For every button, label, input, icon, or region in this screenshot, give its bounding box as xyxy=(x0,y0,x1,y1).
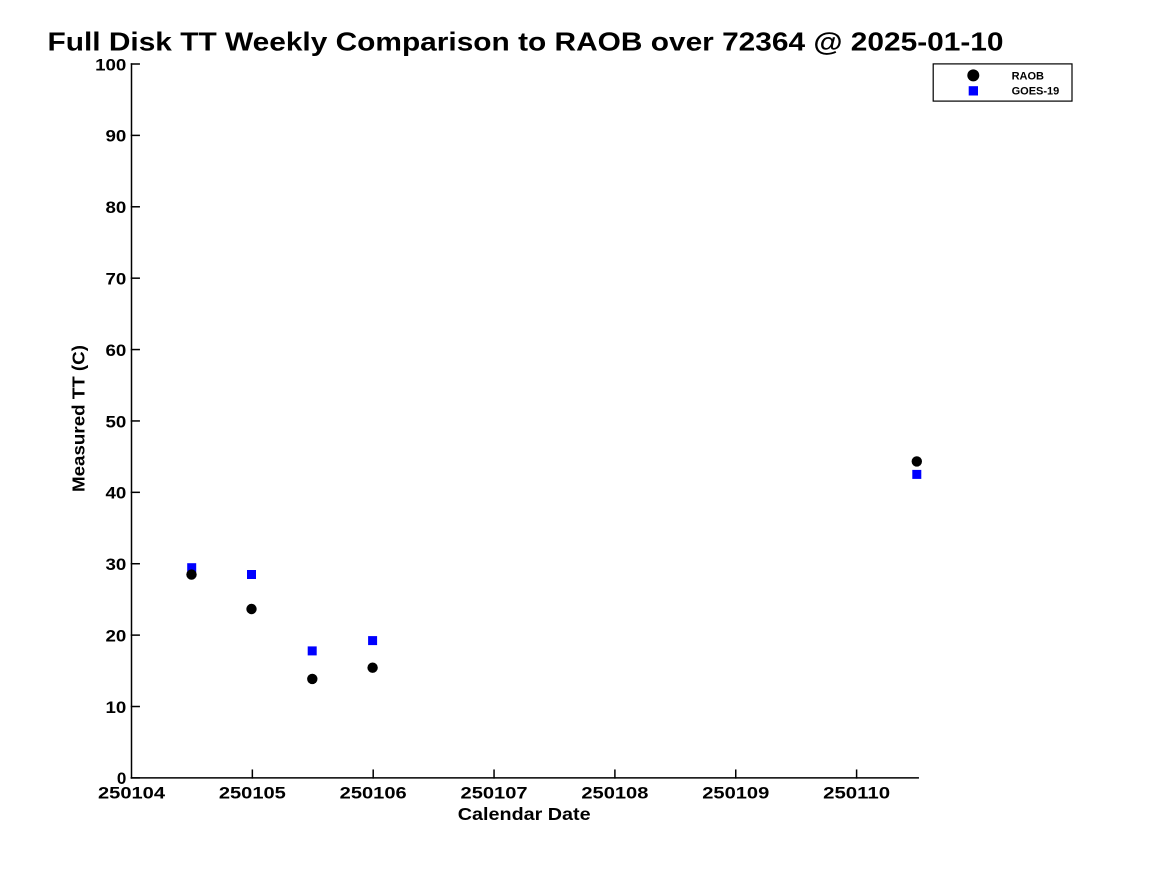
svg-text:10: 10 xyxy=(106,698,127,717)
svg-text:250109: 250109 xyxy=(702,783,769,802)
svg-text:250110: 250110 xyxy=(823,783,890,802)
svg-text:RAOB: RAOB xyxy=(1012,70,1044,82)
svg-text:Measured TT (C): Measured TT (C) xyxy=(69,345,89,492)
svg-text:GOES-19: GOES-19 xyxy=(1012,86,1060,98)
svg-text:80: 80 xyxy=(106,198,127,217)
svg-text:250105: 250105 xyxy=(219,783,286,802)
svg-text:20: 20 xyxy=(106,626,127,645)
svg-text:250107: 250107 xyxy=(461,783,528,802)
svg-text:Calendar Date: Calendar Date xyxy=(458,804,591,824)
svg-text:Full Disk TT Weekly Comparison: Full Disk TT Weekly Comparison to RAOB o… xyxy=(48,27,1004,57)
svg-text:90: 90 xyxy=(106,127,127,146)
svg-text:100: 100 xyxy=(95,55,126,74)
svg-text:30: 30 xyxy=(106,555,127,574)
svg-text:0: 0 xyxy=(117,769,126,788)
svg-text:60: 60 xyxy=(106,341,127,360)
svg-text:70: 70 xyxy=(106,270,127,289)
svg-text:250108: 250108 xyxy=(581,783,648,802)
svg-text:250104: 250104 xyxy=(98,783,166,802)
svg-text:50: 50 xyxy=(106,412,127,431)
svg-text:250106: 250106 xyxy=(340,783,407,802)
svg-text:40: 40 xyxy=(106,484,127,503)
